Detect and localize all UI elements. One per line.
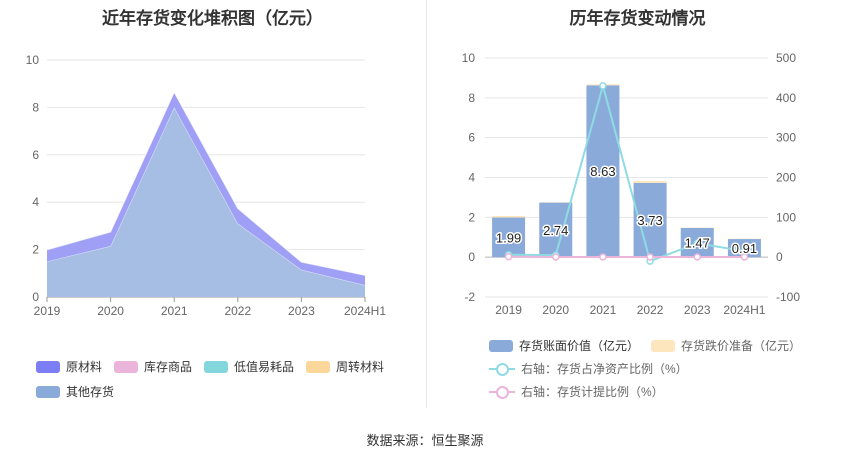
data-source-footer: 数据来源：恒生聚源 xyxy=(366,433,484,448)
book-value-bar xyxy=(492,217,526,258)
legend-swatch-raw-material xyxy=(36,360,60,373)
provision-line-point xyxy=(599,253,607,261)
panel-divider xyxy=(426,0,427,408)
bar-data-label: 8.63 xyxy=(590,164,615,179)
bar-y-tick-label: 4 xyxy=(468,171,475,185)
legend-swatch-inventory-goods xyxy=(114,360,139,373)
bar-y-tick-label: 10 xyxy=(462,51,476,65)
right-chart-title: 历年存货变动情况 xyxy=(569,9,706,28)
bar-y2-tick-label: 100 xyxy=(776,210,796,224)
bar-x-tick-label: 2019 xyxy=(495,303,522,317)
bar-y-tick-label: 0 xyxy=(468,250,475,264)
legend-item-inventory-goods[interactable]: 库存商品 xyxy=(114,358,192,375)
bar-data-label: 0.91 xyxy=(732,241,757,256)
legend-label: 库存商品 xyxy=(144,360,193,374)
bar-x-tick-label: 2023 xyxy=(684,303,711,317)
legend-label: 存货账面价值（亿元） xyxy=(519,339,640,353)
area-y-tick-label: 6 xyxy=(32,148,39,162)
bar-data-label: 1.99 xyxy=(496,230,521,245)
provision-line-point xyxy=(740,253,749,261)
ratio-line xyxy=(508,82,745,263)
area-x-tick-label: 2020 xyxy=(97,304,124,318)
bar-data-label: 3.73 xyxy=(637,213,662,228)
area-band xyxy=(47,107,365,298)
bar-y2-tick-label: 200 xyxy=(776,171,796,185)
legend-swatch-provision-line xyxy=(489,385,515,399)
legend-swatch-turnover xyxy=(306,360,331,373)
bar-y2-tick-label: -100 xyxy=(776,290,800,304)
bar-x-tick-label: 2022 xyxy=(637,303,664,317)
book-value-bar xyxy=(539,202,573,258)
legend-swatch-impairment xyxy=(651,339,676,352)
area-legend-row-2: 其他存货 xyxy=(36,383,126,400)
bar-y-tick-label: 8 xyxy=(468,91,475,105)
legend-item-book-value[interactable]: 存货账面价值（亿元） xyxy=(489,337,639,354)
ratio-line-point xyxy=(599,82,607,90)
legend-label: 其他存货 xyxy=(66,385,115,399)
area-band-edge xyxy=(46,91,366,276)
area-x-tick-label: 2023 xyxy=(288,304,315,318)
area-x-tick-label: 2019 xyxy=(34,304,61,318)
legend-swatch-ratio-line xyxy=(489,362,515,376)
provision-line-point xyxy=(693,253,701,261)
area-x-tick-label: 2021 xyxy=(161,304,188,318)
bar-y-tick-label: 6 xyxy=(468,131,475,145)
legend-label: 周转材料 xyxy=(336,360,385,374)
combo-bar-line-chart: -2 0 2 4 6 8 10 -100 0 100 200 300 400 500 2019 2020 202… xyxy=(462,51,801,317)
inventory-stacked-area-panel: 近年存货变化堆积图（亿元） 0 2 4 6 8 10 2019 2020 2021 2022 202… xyxy=(0,0,425,410)
bar-y2-tick-label: 300 xyxy=(776,131,796,145)
legend-label: 存货跌价准备（亿元） xyxy=(681,339,802,353)
bar-legend-row-3: 右轴：存货计提比例（%） xyxy=(489,383,676,400)
provision-line-point xyxy=(504,253,513,261)
area-y-tick-label: 0 xyxy=(32,290,39,304)
bar-x-tick-label: 2020 xyxy=(542,303,569,317)
legend-item-turnover[interactable]: 周转材料 xyxy=(306,358,384,375)
area-y-tick-label: 8 xyxy=(32,100,39,114)
area-y-tick-label: 4 xyxy=(32,195,39,209)
legend-swatch-low-value xyxy=(204,360,229,373)
bar-y-tick-label: 2 xyxy=(468,210,475,224)
bar-y-tick-label: -2 xyxy=(464,290,475,304)
impairment-bar xyxy=(492,215,526,218)
provision-line-point xyxy=(552,253,560,261)
bar-x-tick-label: 2024H1 xyxy=(723,303,765,317)
legend-label: 原材料 xyxy=(66,360,103,374)
bar-data-label: 2.74 xyxy=(543,223,568,238)
area-x-tick-label: 2022 xyxy=(224,304,251,318)
bar-x-tick-label: 2021 xyxy=(590,303,617,317)
legend-label: 低值易耗品 xyxy=(234,360,295,374)
ratio-line-point xyxy=(693,239,701,247)
impairment-bar xyxy=(633,180,667,183)
stacked-area-chart: 0 2 4 6 8 10 2019 2020 2021 2022 2023 2024H1 xyxy=(26,53,387,318)
legend-swatch-other xyxy=(36,385,60,398)
legend-item-other[interactable]: 其他存货 xyxy=(36,383,114,400)
bar-y2-tick-label: 500 xyxy=(776,51,796,65)
area-y-tick-label: 10 xyxy=(26,53,40,67)
legend-item-provision-line[interactable]: 右轴：存货计提比例（%） xyxy=(489,383,664,400)
inventory-change-panel: 历年存货变动情况 -2 0 2 4 6 8 10 -100 0 100 200 300 400 500 20… xyxy=(425,0,850,410)
legend-label: 右轴：存货计提比例（%） xyxy=(521,385,664,399)
legend-label: 右轴：存货占净资产比例（%） xyxy=(521,362,688,376)
legend-item-low-value[interactable]: 低值易耗品 xyxy=(204,358,294,375)
bar-legend-row-2: 右轴：存货占净资产比例（%） xyxy=(489,360,700,377)
legend-item-ratio-line[interactable]: 右轴：存货占净资产比例（%） xyxy=(489,360,688,377)
left-chart-title: 近年存货变化堆积图（亿元） xyxy=(102,9,323,28)
provision-line-point xyxy=(646,253,654,261)
bar-legend-row-1: 存货账面价值（亿元） 存货跌价准备（亿元） xyxy=(489,337,813,354)
bar-y2-tick-label: 400 xyxy=(776,91,796,105)
area-y-tick-label: 2 xyxy=(32,243,39,257)
area-x-tick-label: 2024H1 xyxy=(344,304,386,318)
legend-swatch-book-value xyxy=(489,339,513,352)
area-legend-row-1: 原材料 库存商品 低值易耗品 周转材料 xyxy=(36,358,396,375)
book-value-bar xyxy=(586,85,620,258)
bar-data-label: 1.47 xyxy=(685,236,710,251)
legend-item-impairment[interactable]: 存货跌价准备（亿元） xyxy=(651,337,801,354)
bar-y2-tick-label: 0 xyxy=(776,250,783,264)
legend-item-raw-material[interactable]: 原材料 xyxy=(36,358,102,375)
